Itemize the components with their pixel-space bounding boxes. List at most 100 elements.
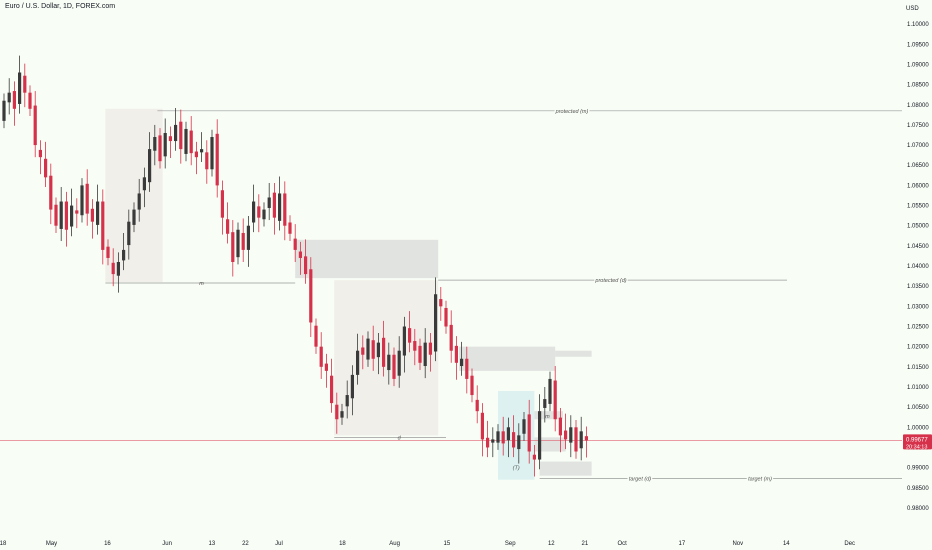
y-axis-currency-label: USD [906,6,919,12]
candle-body [428,342,432,355]
candle-body [226,219,230,234]
candle-body [558,417,562,436]
candle-body [33,105,37,146]
candle-body [158,135,162,162]
x-tick-label: Dec [844,541,855,547]
candle-body [569,427,573,443]
annotation-t: (T) [513,466,520,472]
annotation-d: d [398,435,402,441]
candle-body [350,374,354,399]
candle-body [278,193,282,221]
candle-body [142,177,146,191]
y-tick-label: 1.06500 [907,163,929,169]
candle-body [96,201,100,225]
candle-body [392,354,396,379]
y-tick-label: 1.08000 [907,103,929,109]
candle-body [314,325,318,347]
chart-title: Euro / U.S. Dollar, 1D, FOREX.com [5,3,116,10]
candle-body [163,132,167,157]
candle-body [475,399,479,412]
candle-body [465,358,469,379]
candle-body [522,419,526,434]
candle-body [23,75,27,93]
candle-body [413,341,417,351]
x-tick-label: Aug [389,541,400,547]
candle-body [408,328,412,343]
candle-body [460,358,464,367]
candle-body [262,209,266,220]
candle-body [205,152,209,170]
candle-body [532,454,536,460]
candle-body [101,201,105,250]
candle-body [38,149,42,158]
y-tick-label: 1.07000 [907,143,929,149]
candle-body [574,427,578,452]
annotation-m: m [199,281,204,287]
candle-body [215,133,219,186]
candle-body [304,256,308,275]
candle-body [288,222,292,234]
x-axis: 18 May 16 Jun 13 22 Jul 18 Aug 15 Sep 12 21 Oct 17 Nov 1… [0,541,855,547]
candle-body [335,404,339,420]
y-tick-label: 1.00500 [907,405,929,411]
y-tick-label: 1.01500 [907,365,929,371]
candle-body [543,399,547,408]
y-tick-label: 1.02500 [907,325,929,331]
candle-body [293,238,297,250]
candle-body [85,183,89,214]
candle-body [137,193,141,210]
candle-body [194,151,198,158]
candle-body [371,340,375,359]
candle-body [184,128,188,154]
y-tick-label: 1.08500 [907,83,929,89]
x-tick-label: 12 [548,541,555,547]
target-d-label: target (d) [629,477,651,483]
last-price-value: 0.99677 [906,437,928,443]
x-tick-label: Jun [162,541,172,547]
candle-body [309,269,313,323]
candle-body [2,100,6,121]
candle-body [174,124,178,142]
y-tick-label: 1.10000 [907,22,929,28]
candle-body [491,439,495,443]
candle-body [397,350,401,376]
candle-body [220,190,224,218]
levels: protected (m) m protected (d) d m (T) target (… [0,107,902,484]
candle-body [116,262,120,276]
candles [2,55,588,477]
candle-body [402,326,406,356]
candle-body [122,249,126,261]
candle-body [231,232,235,262]
y-tick-label: 0.99000 [907,466,929,472]
y-tick-label: 1.06000 [907,183,929,189]
candle-body [200,149,204,153]
candle-body [584,436,588,441]
candle-body [444,307,448,327]
candle-body [179,121,183,150]
y-tick-label: 1.07500 [907,123,929,129]
y-tick-label: 1.02000 [907,345,929,351]
candle-body [439,299,443,307]
x-tick-label: 21 [582,541,589,547]
candle-body [75,210,79,214]
candle-body [501,431,505,444]
candle-body [236,229,240,258]
candle-body [54,204,58,226]
candle-body [111,262,115,275]
candle-body [579,431,583,449]
y-tick-label: 1.03000 [907,304,929,310]
candle-body [454,345,458,363]
candle-body [506,427,510,441]
candle-body [496,431,500,443]
candle-body [376,342,380,358]
candle-body [64,201,68,230]
candle-body [486,437,490,448]
countdown-value: 20:34:13 [906,444,927,450]
candle-body [49,175,53,210]
candle-body [210,137,214,170]
candle-body [252,201,256,223]
candle-body [18,72,22,104]
candle-body [319,346,323,367]
